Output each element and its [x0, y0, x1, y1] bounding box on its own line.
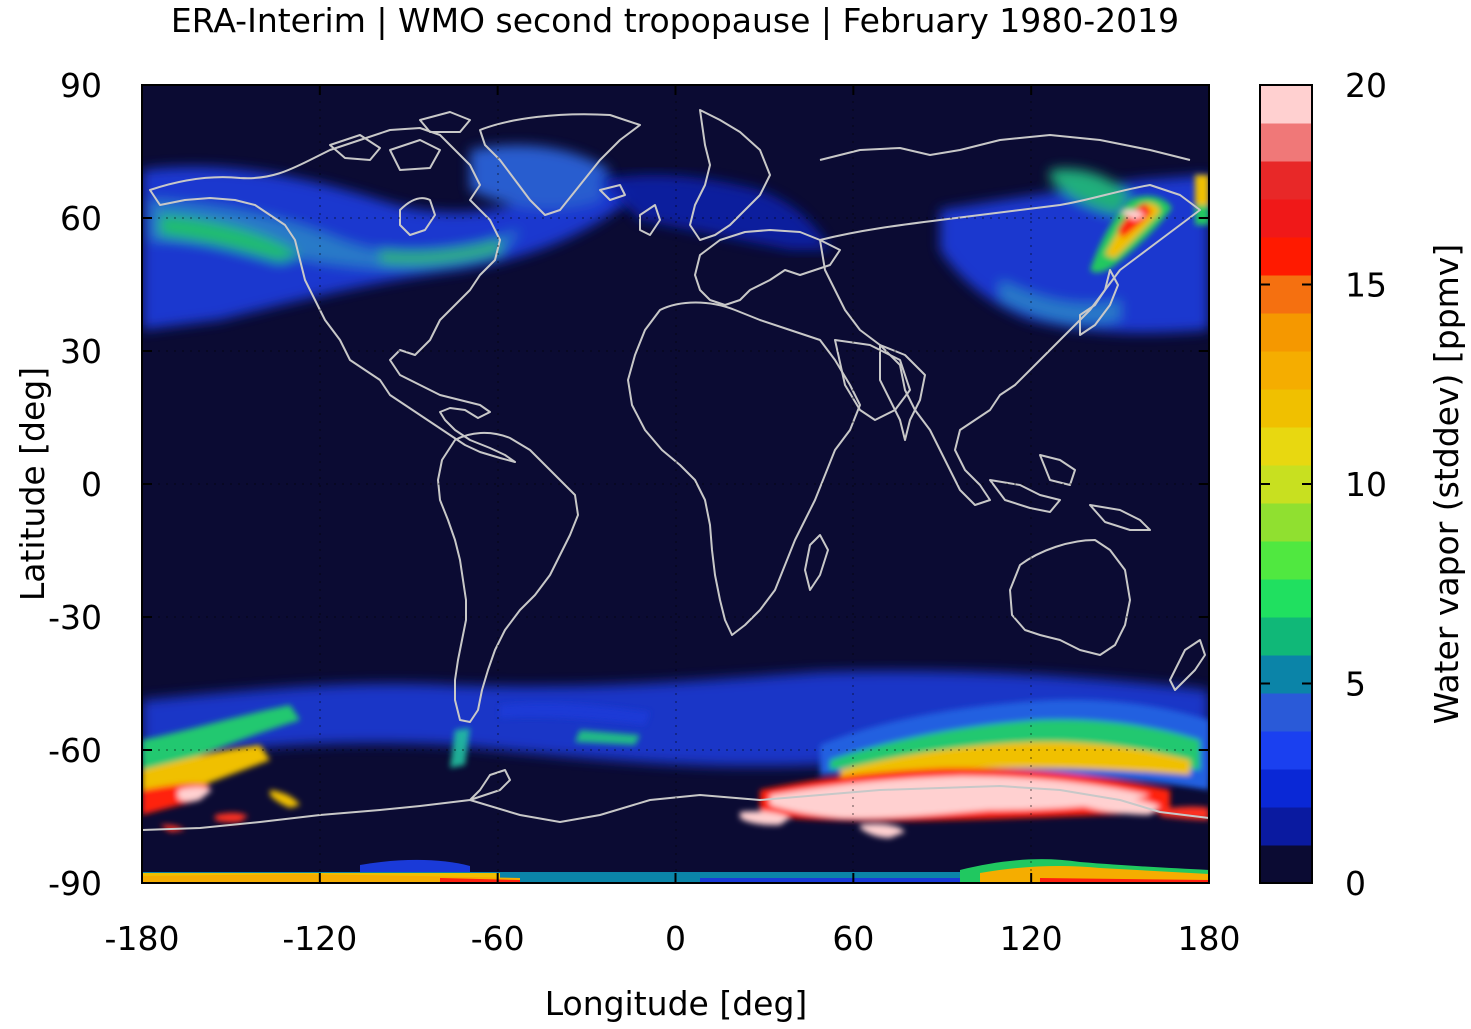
y-tick-label: 30 — [60, 332, 102, 371]
y-tick-label: -30 — [48, 598, 102, 637]
x-axis: -180 -120 -60 0 60 120 180 — [105, 85, 1241, 958]
colorbar-ticks: 0 5 10 15 20 — [1260, 66, 1387, 903]
colorbar-swatch — [1260, 389, 1312, 428]
colorbar-swatch — [1260, 161, 1312, 200]
colorbar-swatch — [1260, 123, 1312, 162]
grid — [142, 85, 1209, 883]
y-tick-label: -90 — [48, 864, 102, 903]
colorbar-tick-label: 15 — [1345, 266, 1387, 305]
coastlines — [142, 109, 1209, 831]
colorbar-swatch — [1260, 845, 1312, 884]
x-tick-label: -60 — [471, 919, 525, 958]
colorbar-swatch — [1260, 199, 1312, 238]
x-tick-label: 120 — [1000, 919, 1063, 958]
colorbar-swatch — [1260, 693, 1312, 732]
colorbar-tick-label: 10 — [1345, 465, 1387, 504]
map-panel — [142, 85, 1209, 883]
colorbar-swatch — [1260, 617, 1312, 656]
colorbar-swatch — [1260, 85, 1312, 124]
colorbar-swatch — [1260, 807, 1312, 846]
x-tick-label: -120 — [282, 919, 357, 958]
x-tick-label: 60 — [832, 919, 874, 958]
colorbar-swatch — [1260, 275, 1312, 314]
chart-title: ERA-Interim | WMO second tropopause | Fe… — [171, 1, 1179, 40]
heatmap-field — [142, 145, 1209, 883]
colorbar-swatch — [1260, 427, 1312, 466]
colorbar-swatch — [1260, 731, 1312, 770]
colorbar-tick-label: 5 — [1345, 665, 1366, 704]
colorbar-swatch — [1260, 503, 1312, 542]
colorbar-swatch — [1260, 579, 1312, 618]
colorbar-tick-label: 20 — [1345, 66, 1387, 105]
x-tick-label: -180 — [105, 919, 180, 958]
colorbar-swatch — [1260, 351, 1312, 390]
y-tick-label: 60 — [60, 199, 102, 238]
colorbar-swatch — [1260, 541, 1312, 580]
y-tick-label: -60 — [48, 731, 102, 770]
colorbar-swatch — [1260, 769, 1312, 808]
x-tick-label: 0 — [665, 919, 686, 958]
colorbar-tick-label: 0 — [1345, 864, 1366, 903]
colorbar-swatch — [1260, 237, 1312, 276]
colorbar-swatch — [1260, 313, 1312, 352]
y-axis: -90 -60 -30 0 30 60 90 — [48, 66, 1209, 903]
colorbar — [1260, 85, 1312, 884]
x-tick-label: 180 — [1178, 919, 1241, 958]
y-tick-label: 90 — [60, 66, 102, 105]
colorbar-label: Water vapor (stddev) [ppmv] — [1427, 244, 1466, 724]
colorbar-swatch — [1260, 655, 1312, 694]
y-axis-label: Latitude [deg] — [13, 367, 52, 601]
x-axis-label: Longitude [deg] — [545, 984, 808, 1023]
y-tick-label: 0 — [81, 465, 102, 504]
